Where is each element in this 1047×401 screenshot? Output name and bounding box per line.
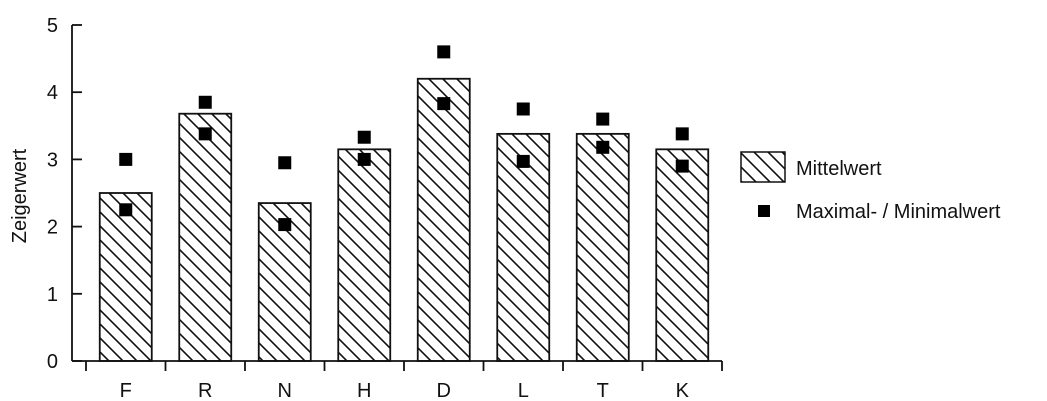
x-tick-label-L: L	[518, 380, 529, 401]
max-point-T	[596, 112, 610, 126]
bar-D	[416, 77, 471, 362]
max-point-F	[119, 152, 133, 166]
min-point-T	[596, 140, 610, 154]
max-point-K	[675, 127, 689, 141]
bar-F	[98, 192, 153, 362]
x-tick-label-D: D	[437, 380, 451, 401]
bar-L	[496, 132, 551, 362]
max-point-R	[198, 95, 212, 109]
min-point-L	[516, 154, 530, 168]
bar-K	[655, 148, 710, 362]
x-tick-label-N: N	[278, 380, 292, 401]
min-point-K	[675, 159, 689, 173]
x-tick-label-F: F	[120, 380, 132, 401]
x-tick-label-T: T	[597, 380, 609, 401]
bar-T	[575, 132, 630, 362]
y-tick-label: 1	[47, 284, 58, 306]
minmax-series	[119, 45, 689, 232]
y-tick-label: 2	[47, 217, 58, 239]
legend-minmax-marker	[758, 205, 770, 217]
y-tick-label: 5	[47, 15, 58, 37]
y-tick-label: 0	[47, 351, 58, 373]
max-point-H	[357, 130, 371, 144]
min-point-R	[198, 127, 212, 141]
legend: Mittelwert Maximal- / Minimalwert	[740, 151, 1001, 223]
bar-series	[98, 77, 710, 362]
min-point-N	[278, 218, 292, 232]
min-point-F	[119, 203, 133, 217]
max-point-D	[437, 45, 451, 59]
y-axis: 0 1 2 3 4 5	[47, 15, 82, 373]
min-point-H	[357, 152, 371, 166]
bar-H	[337, 148, 392, 362]
y-tick-label: 3	[47, 149, 58, 171]
legend-minmax-label: Maximal- / Minimalwert	[796, 201, 1001, 223]
y-axis-label: Zeigerwert	[9, 148, 31, 243]
y-tick-label: 4	[47, 82, 58, 104]
max-point-N	[278, 156, 292, 170]
legend-mean-label: Mittelwert	[796, 158, 882, 180]
max-point-L	[516, 102, 530, 116]
bar-R	[178, 112, 233, 362]
x-tick-label-R: R	[198, 380, 212, 401]
x-tick-label-H: H	[357, 380, 371, 401]
x-tick-label-K: K	[676, 380, 690, 401]
min-point-D	[437, 97, 451, 111]
legend-mean-swatch	[740, 151, 786, 183]
